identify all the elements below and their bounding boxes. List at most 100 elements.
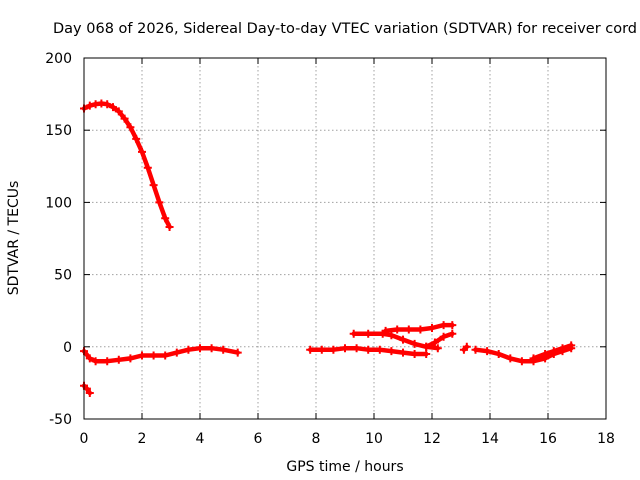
data-point xyxy=(393,325,402,334)
data-point xyxy=(506,354,515,363)
x-tick-label: 2 xyxy=(138,431,147,447)
y-tick-label: 50 xyxy=(54,268,72,284)
plot-frame xyxy=(83,57,607,420)
x-tick-label: 6 xyxy=(254,431,263,447)
series-arc-high xyxy=(80,99,174,231)
x-tick-label: 18 xyxy=(597,431,615,447)
data-point xyxy=(114,355,123,364)
x-tick-label: 14 xyxy=(481,431,499,447)
data-point xyxy=(387,347,396,356)
data-point xyxy=(349,329,358,338)
data-point xyxy=(422,342,431,351)
data-point xyxy=(207,344,216,353)
data-point xyxy=(126,123,135,132)
data-point xyxy=(341,344,349,353)
data-point xyxy=(381,326,390,335)
x-tick-label: 0 xyxy=(80,431,89,447)
data-point xyxy=(103,357,112,366)
x-tick-label: 4 xyxy=(196,431,205,447)
y-tick-label: 0 xyxy=(63,340,72,356)
data-point xyxy=(422,350,431,359)
data-point xyxy=(138,147,146,156)
series-arc-morning xyxy=(80,344,242,366)
data-point xyxy=(558,344,567,353)
y-tick-label: 100 xyxy=(45,195,72,211)
data-point xyxy=(85,354,94,363)
data-point xyxy=(529,354,538,363)
data-point xyxy=(410,350,419,359)
data-point xyxy=(138,351,146,360)
plot-area xyxy=(80,99,576,398)
data-point xyxy=(549,347,558,356)
data-point xyxy=(517,357,526,366)
data-point xyxy=(410,339,419,348)
data-point xyxy=(120,114,129,123)
data-point xyxy=(352,344,361,353)
data-point xyxy=(114,107,123,116)
data-point xyxy=(85,389,94,398)
series-line xyxy=(81,101,172,230)
chart-title: Day 068 of 2026, Sidereal Day-to-day VTE… xyxy=(53,21,637,37)
data-point xyxy=(233,348,242,357)
data-point xyxy=(375,345,384,354)
data-point xyxy=(541,350,550,359)
y-tick-label: 150 xyxy=(45,123,72,139)
data-point xyxy=(483,347,492,356)
data-point xyxy=(399,335,407,344)
series-arc-start-low xyxy=(80,381,94,398)
data-point xyxy=(132,134,141,143)
data-point xyxy=(161,351,170,360)
y-tick-label: 200 xyxy=(45,51,72,67)
x-tick-label: 12 xyxy=(423,431,441,447)
data-point xyxy=(85,101,94,110)
data-point xyxy=(428,324,436,333)
data-point xyxy=(439,332,448,341)
data-point xyxy=(416,325,425,334)
data-point xyxy=(109,103,117,112)
x-tick-label: 10 xyxy=(365,431,383,447)
data-point xyxy=(430,338,439,347)
data-point xyxy=(494,350,503,359)
data-point xyxy=(387,331,396,340)
data-point xyxy=(165,222,174,231)
data-point xyxy=(172,348,181,357)
x-tick-label: 16 xyxy=(539,431,557,447)
data-point xyxy=(149,351,158,360)
data-point xyxy=(126,354,135,363)
series-arc-spike xyxy=(459,342,471,354)
data-point xyxy=(329,345,338,354)
data-point xyxy=(317,345,326,354)
data-point xyxy=(149,181,158,190)
y-tick-label: -50 xyxy=(49,412,72,428)
data-point xyxy=(448,321,457,330)
grid-lines xyxy=(84,58,606,419)
data-point xyxy=(184,345,193,354)
data-point xyxy=(364,345,373,354)
data-point xyxy=(143,163,152,172)
data-point xyxy=(404,325,413,334)
data-point xyxy=(364,329,373,338)
series-arc-late-b xyxy=(529,341,576,363)
axis-ticks: 0 2 4 6 8 10 12 14 16 18 -50 0 50 100 150 200 xyxy=(45,51,615,447)
data-point xyxy=(91,357,100,366)
data-point xyxy=(567,341,576,350)
data-point xyxy=(306,345,315,354)
data-point xyxy=(196,344,204,353)
data-point xyxy=(155,198,164,207)
x-axis-label: GPS time / hours xyxy=(286,459,403,475)
data-point xyxy=(219,345,228,354)
data-point xyxy=(462,342,471,351)
data-point xyxy=(103,100,112,109)
series-arc-evening-c xyxy=(381,321,457,335)
series-arc-evening-a xyxy=(306,344,431,359)
x-tick-label: 8 xyxy=(312,431,321,447)
y-axis-label: SDTVAR / TECUs xyxy=(6,181,22,296)
series-arc-evening-d xyxy=(422,329,457,351)
data-point xyxy=(161,214,170,223)
series-line xyxy=(473,345,574,364)
data-point xyxy=(439,321,448,330)
data-point xyxy=(433,344,442,353)
data-point xyxy=(448,329,457,338)
data-point xyxy=(471,345,480,354)
